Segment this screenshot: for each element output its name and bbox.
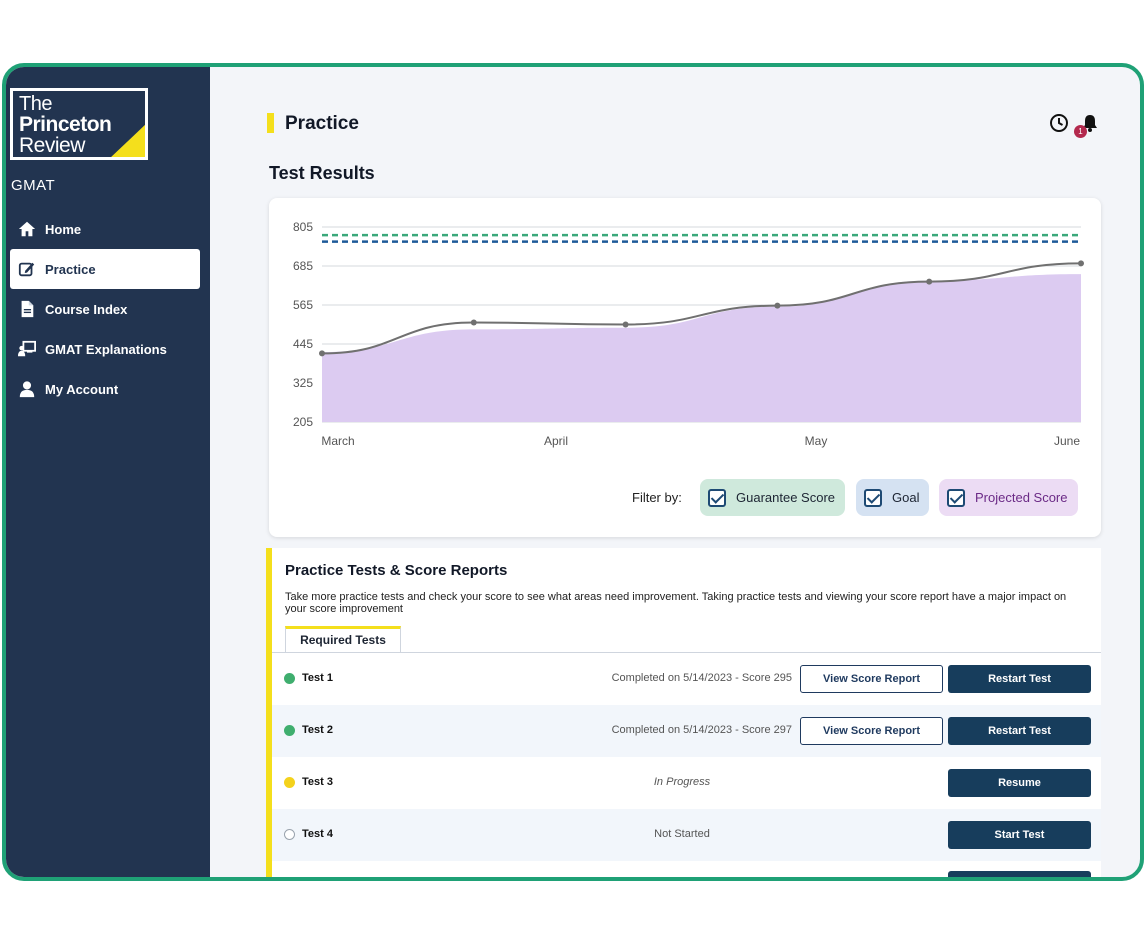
clock-icon[interactable] [1049, 113, 1069, 133]
edit-icon [18, 262, 35, 277]
princeton-review-logo[interactable]: The Princeton Review [10, 88, 148, 160]
sidebar-item-course-index[interactable]: Course Index [10, 289, 200, 329]
score-point [319, 350, 325, 357]
test-status-text: In Progress [653, 776, 711, 788]
test-status-text: Completed on 5/14/2023 - Score 295 [611, 672, 792, 684]
checkbox-checked[interactable] [947, 488, 965, 507]
x-tick-label: June [1054, 434, 1080, 448]
table-row: Test 2 Completed on 5/14/2023 - Score 29… [272, 705, 1101, 757]
test-status-text: Completed on 5/14/2023 - Score 297 [611, 724, 792, 736]
y-tick-label: 685 [293, 259, 313, 273]
check-circle-icon [284, 673, 295, 684]
test-name: Test 1 [302, 672, 333, 684]
view-score-report-button[interactable]: View Score Report [800, 665, 943, 693]
sidebar-item-label: My Account [45, 381, 119, 397]
table-row [272, 861, 1101, 877]
page-title: Practice [285, 113, 359, 134]
practice-tests-title: Practice Tests & Score Reports [285, 562, 508, 579]
score-line [321, 262, 1082, 355]
projected-score-area [322, 274, 1081, 422]
sidebar-item-practice[interactable]: Practice [10, 249, 200, 289]
y-tick-label: 565 [293, 298, 313, 312]
test-results-chart: 805 685 565 445 325 205 March April May June [293, 220, 1084, 448]
y-tick-label: 445 [293, 337, 313, 351]
filter-chip-label: Goal [892, 490, 920, 505]
test-name: Test 3 [302, 776, 333, 788]
score-point [1078, 260, 1084, 267]
y-tick-label: 325 [293, 376, 313, 390]
y-tick-label: 805 [293, 220, 313, 234]
product-name: GMAT [11, 177, 56, 194]
document-icon [21, 300, 34, 318]
home-icon [18, 221, 36, 237]
sidebar-item-gmat-explanations[interactable]: GMAT Explanations [10, 329, 200, 369]
filter-chip-label: Guarantee Score [736, 490, 836, 505]
score-point [774, 302, 781, 309]
test-name: Test 4 [302, 828, 333, 840]
clock-status-icon [284, 777, 295, 788]
resume-button[interactable]: Resume [948, 769, 1091, 797]
x-tick-label: March [321, 434, 354, 448]
main-content: Practice 1 Test Results 805 685 565 445 325 2… [210, 67, 1140, 877]
sidebar-item-label: Course Index [45, 301, 128, 317]
test-results-card: 805 685 565 445 325 205 March April May June Filt… [269, 198, 1101, 537]
filter-chip-label: Projected Score [975, 490, 1068, 505]
sidebar-item-label: Practice [45, 261, 96, 277]
practice-tests-card: Practice Tests & Score Reports Take more… [266, 548, 1101, 877]
sidebar-nav: Home Practice Course Index GMAT Explanat… [10, 209, 200, 409]
sidebar-item-label: Home [45, 221, 82, 237]
sidebar-item-label: GMAT Explanations [45, 341, 167, 357]
filter-guarantee-score[interactable]: Guarantee Score [700, 479, 846, 516]
filter-label: Filter by: [632, 490, 682, 505]
y-tick-label: 205 [293, 415, 313, 429]
restart-test-button[interactable]: Restart Test [948, 717, 1091, 745]
table-row: Test 4 Not Started Start Test [272, 809, 1101, 861]
logo-line-1: The [19, 93, 52, 115]
title-accent-bar [267, 113, 274, 133]
checkbox-checked[interactable] [864, 488, 882, 507]
sidebar: The Princeton Review GMAT Home Practice … [6, 67, 210, 877]
score-point [622, 321, 629, 328]
score-point [470, 319, 477, 326]
partial-row-button[interactable] [948, 871, 1091, 877]
app-frame: The Princeton Review GMAT Home Practice … [2, 63, 1144, 881]
section-title-test-results: Test Results [269, 163, 375, 183]
logo-yellow-corner [109, 123, 145, 157]
logo-line-2: Princeton [19, 113, 112, 136]
test-name: Test 2 [302, 724, 333, 736]
logo-line-3: Review [19, 134, 85, 157]
sidebar-item-home[interactable]: Home [10, 209, 200, 249]
presentation-icon [18, 340, 36, 357]
restart-test-button[interactable]: Restart Test [948, 665, 1091, 693]
start-test-button[interactable]: Start Test [948, 821, 1091, 849]
tab-divider [272, 652, 1101, 653]
card-accent-bar [266, 548, 272, 877]
empty-circle-icon [284, 829, 295, 840]
sidebar-item-my-account[interactable]: My Account [10, 369, 200, 409]
filter-goal[interactable]: Goal [856, 479, 930, 516]
table-row: Test 1 Completed on 5/14/2023 - Score 29… [272, 653, 1101, 705]
filter-projected-score[interactable]: Projected Score [939, 479, 1078, 516]
checkbox-checked[interactable] [708, 488, 726, 507]
x-tick-label: April [544, 434, 568, 448]
check-circle-icon [284, 725, 295, 736]
user-icon [19, 381, 35, 398]
practice-tests-description: Take more practice tests and check your … [285, 591, 1067, 615]
notification-badge: 1 [1074, 125, 1087, 138]
view-score-report-button[interactable]: View Score Report [800, 717, 943, 745]
x-tick-label: May [805, 434, 828, 448]
test-status-text: Not Started [654, 828, 710, 840]
bell-icon[interactable] [1080, 113, 1100, 133]
table-row: Test 3 In Progress Resume [272, 757, 1101, 809]
tab-required-tests[interactable]: Required Tests [285, 626, 401, 652]
score-point [926, 278, 933, 285]
